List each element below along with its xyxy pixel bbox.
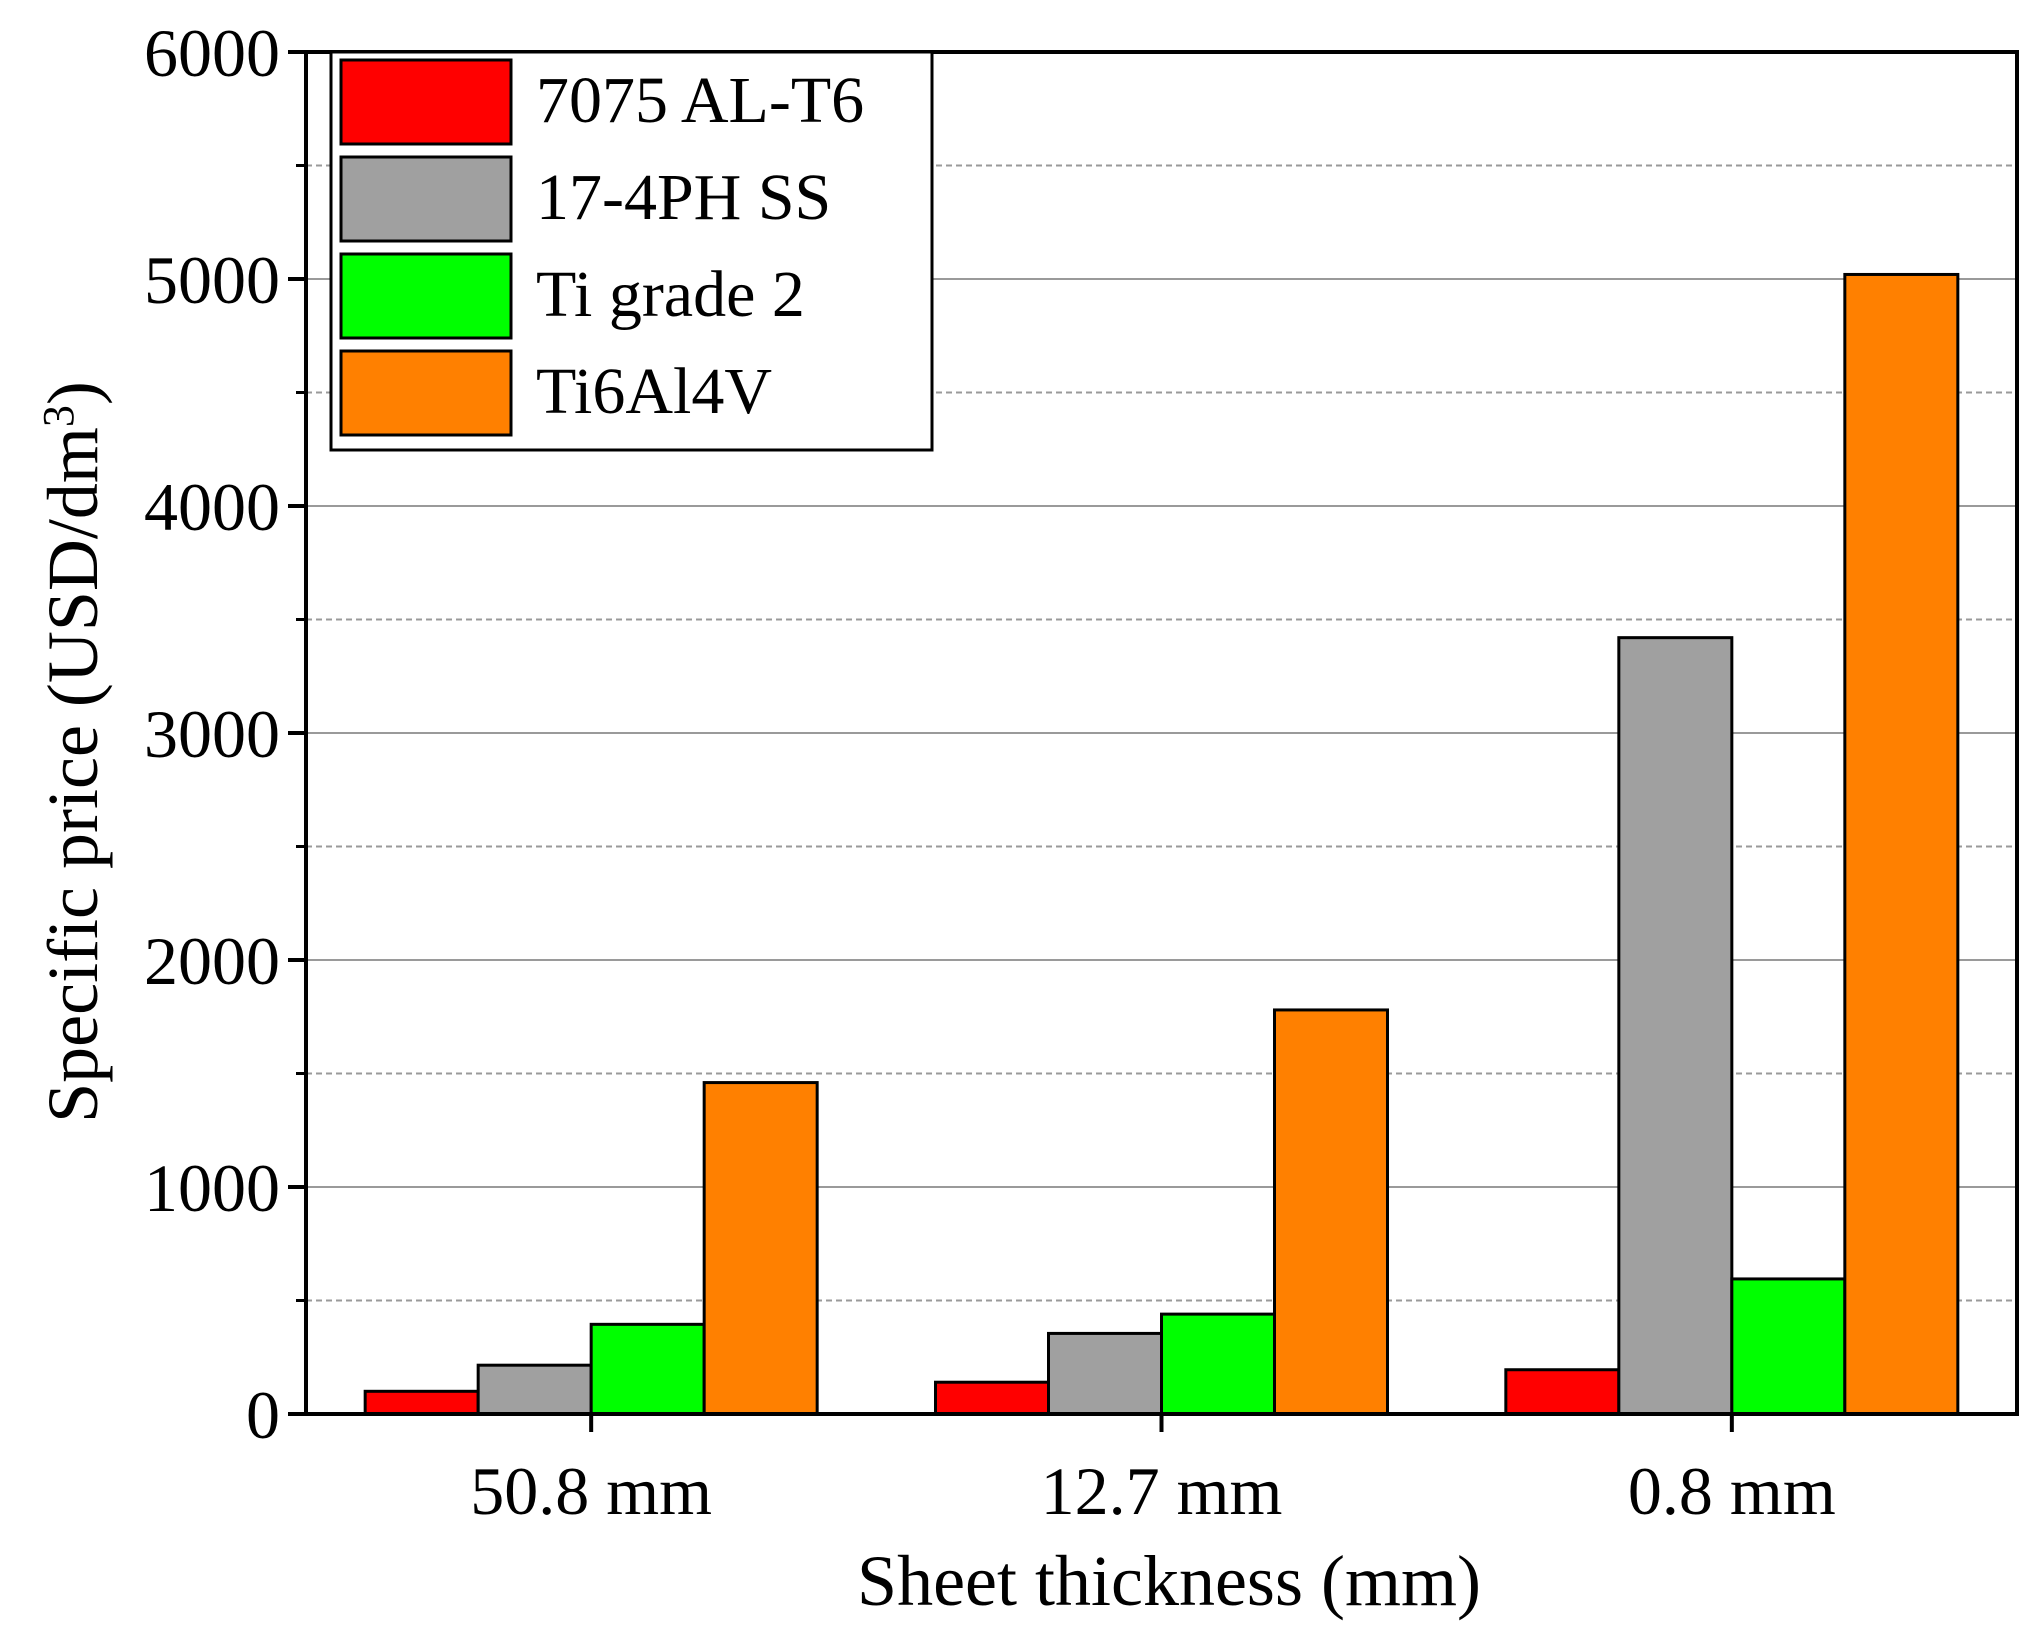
bar-7075-al-t6-2 — [1504, 1368, 1621, 1416]
bars — [363, 272, 1960, 1416]
bar-ti-grade-2-1 — [1160, 1312, 1276, 1416]
legend-label: 17-4PH SS — [536, 161, 831, 234]
bar-ti6al4v-0 — [702, 1081, 819, 1416]
legend-label: 7075 AL-T6 — [536, 64, 864, 137]
x-category-label: 0.8 mm — [1628, 1453, 1836, 1529]
y-tick-label: 3000 — [144, 696, 280, 772]
legend-swatch — [339, 349, 513, 437]
bar-ti-grade-2-2 — [1730, 1277, 1847, 1416]
legend-label: Ti6Al4V — [536, 355, 772, 428]
y-axis-title-main: Specific price (USD/dm — [33, 427, 113, 1123]
legend-label: Ti grade 2 — [536, 258, 805, 331]
y-axis-title-close: ) — [33, 381, 113, 405]
y-tick-label: 6000 — [144, 15, 280, 91]
bar-ti6al4v-1 — [1273, 1008, 1389, 1416]
legend-swatch — [339, 155, 513, 243]
bar-ti6al4v-2 — [1843, 272, 1960, 1416]
y-tick-label: 4000 — [144, 469, 280, 545]
y-tick-label: 5000 — [144, 242, 280, 318]
x-category-labels: 50.8 mm 12.7 mm 0.8 mm — [470, 1414, 1836, 1529]
y-axis-title-superscript: 3 — [34, 405, 83, 427]
bar-ti-grade-2-0 — [589, 1322, 706, 1416]
x-axis-title: Sheet thickness (mm) — [857, 1541, 1481, 1621]
bar-7075-al-t6-0 — [363, 1389, 480, 1416]
y-tick-label: 0 — [246, 1377, 280, 1453]
bar-17-4ph-ss-1 — [1047, 1331, 1163, 1416]
y-ticks: 0 1000 2000 3000 4000 5000 6000 — [144, 15, 306, 1453]
legend: 7075 AL-T6 17-4PH SS Ti grade 2 Ti6Al4V — [329, 50, 934, 452]
y-tick-label: 1000 — [144, 1150, 280, 1226]
bar-17-4ph-ss-0 — [476, 1363, 593, 1416]
legend-swatch — [339, 58, 513, 146]
legend-swatch — [339, 252, 513, 340]
bar-7075-al-t6-1 — [934, 1380, 1050, 1416]
y-tick-label: 2000 — [144, 923, 280, 999]
bar-17-4ph-ss-2 — [1617, 636, 1734, 1416]
x-category-label: 12.7 mm — [1041, 1453, 1283, 1529]
x-category-label: 50.8 mm — [470, 1453, 712, 1529]
y-axis-title: Specific price (USD/dm3) — [33, 381, 113, 1123]
